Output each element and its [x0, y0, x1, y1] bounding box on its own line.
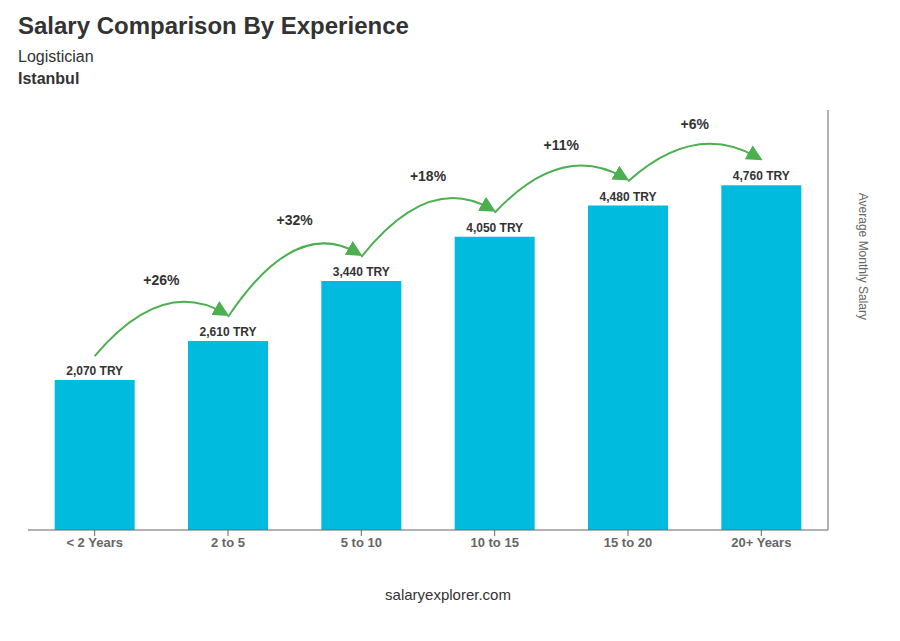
svg-text:4,760 TRY: 4,760 TRY: [733, 169, 790, 183]
svg-text:4,050 TRY: 4,050 TRY: [466, 221, 523, 235]
svg-text:Average Monthly Salary: Average Monthly Salary: [856, 193, 870, 320]
svg-text:3,440 TRY: 3,440 TRY: [333, 265, 390, 279]
svg-text:+6%: +6%: [680, 116, 709, 132]
html-text:Istanbul: Istanbul: [18, 70, 80, 87]
svg-text:+26%: +26%: [143, 272, 180, 288]
svg-text:15 to 20: 15 to 20: [604, 535, 652, 550]
svg-text:+32%: +32%: [277, 212, 314, 228]
html-text:salaryexplorer.com: salaryexplorer.com: [385, 586, 511, 603]
svg-text:2 to 5: 2 to 5: [211, 535, 245, 550]
svg-text:10 to 15: 10 to 15: [470, 535, 518, 550]
svg-text:2,610 TRY: 2,610 TRY: [200, 325, 257, 339]
svg-text:< 2 Years: < 2 Years: [66, 535, 123, 550]
svg-text:+18%: +18%: [410, 168, 447, 184]
html-text:Salary Comparison By Experienc: Salary Comparison By Experience: [18, 12, 409, 39]
svg-text:+11%: +11%: [544, 137, 580, 153]
svg-text:2,070 TRY: 2,070 TRY: [66, 364, 123, 378]
svg-text:5 to 10: 5 to 10: [341, 535, 382, 550]
svg-text:4,480 TRY: 4,480 TRY: [600, 190, 657, 204]
html-text:Logistician: Logistician: [18, 48, 94, 65]
svg-text:20+ Years: 20+ Years: [731, 535, 791, 550]
